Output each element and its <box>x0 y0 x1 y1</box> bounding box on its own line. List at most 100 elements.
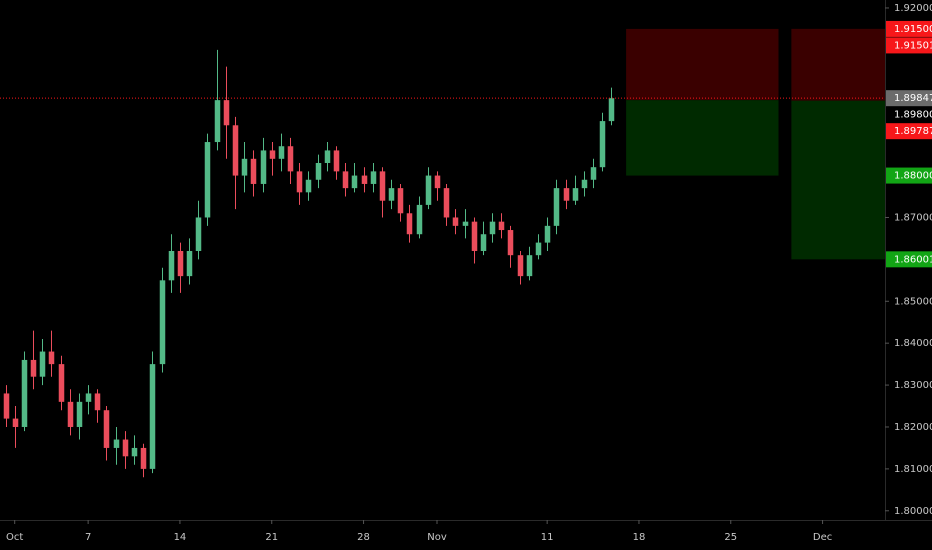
price-tag-label: 1.86001 <box>894 254 932 265</box>
candle-body <box>379 171 386 201</box>
candle-body <box>342 171 349 189</box>
y-tick-label: 1.83000 <box>894 380 932 391</box>
price-tag-label: 1.88000 <box>894 171 932 182</box>
candle-body <box>58 364 65 402</box>
candle-body <box>535 242 542 256</box>
candle-body <box>3 393 10 419</box>
candle-body <box>471 221 478 251</box>
x-tick-label: 11 <box>541 532 554 543</box>
candle-body <box>269 150 276 159</box>
candle-body <box>406 213 413 235</box>
x-tick-label: 21 <box>265 532 278 543</box>
candle-body <box>76 401 83 427</box>
candle-body <box>351 175 358 189</box>
y-tick-label: 1.84000 <box>894 338 932 349</box>
candle-body <box>507 230 514 256</box>
candle-body <box>361 175 368 184</box>
x-tick-label: Nov <box>427 532 447 543</box>
candle-body <box>250 158 257 184</box>
price-tag <box>886 20 932 37</box>
candle-body <box>498 221 505 231</box>
candle-body <box>452 217 459 226</box>
candle-body <box>241 158 248 176</box>
candle-body <box>526 255 533 277</box>
candle-body <box>563 188 570 201</box>
stop-zone <box>626 28 779 101</box>
candle-body <box>388 188 395 201</box>
candle-body <box>590 167 597 180</box>
candle-body <box>517 255 524 277</box>
candle-body <box>333 150 340 172</box>
candle-body <box>195 217 202 251</box>
candle-body <box>30 359 37 377</box>
x-tick-label: 14 <box>174 532 187 543</box>
candle-body <box>48 351 55 365</box>
candle-body <box>599 121 606 168</box>
candle-body <box>168 250 175 281</box>
candle-body <box>186 250 193 277</box>
candle-body <box>140 447 147 469</box>
x-tick-label: 7 <box>85 532 91 543</box>
target-zone <box>791 100 885 260</box>
candle-body <box>315 162 322 180</box>
candle-body <box>581 179 588 189</box>
candle-body <box>85 393 92 402</box>
candle-body <box>553 188 560 226</box>
candle-body <box>204 142 211 218</box>
candle-body <box>370 171 377 184</box>
candle-body <box>103 410 110 448</box>
x-tick-label: Dec <box>813 532 832 543</box>
candle-body <box>425 175 432 205</box>
y-tick-label: 1.82000 <box>894 422 932 433</box>
y-tick-label: 1.87000 <box>894 212 932 223</box>
price-tag <box>886 123 932 140</box>
candle-body <box>12 418 19 427</box>
candle-body <box>305 179 312 193</box>
y-tick-label: 1.85000 <box>894 296 932 307</box>
y-tick-label: 1.81000 <box>894 464 932 475</box>
x-tick-label: 18 <box>633 532 646 543</box>
candle-body <box>480 234 487 251</box>
price-tag <box>886 37 932 54</box>
candle-body <box>443 188 450 218</box>
candle-body <box>149 364 156 469</box>
candle-body <box>159 280 166 365</box>
candle-body <box>67 401 74 427</box>
x-tick-label: 28 <box>357 532 370 543</box>
candle-body <box>434 175 441 189</box>
candle-body <box>278 146 285 159</box>
price-tag-label: 1.89847 <box>894 93 932 104</box>
candle-body <box>260 150 267 184</box>
y-tick-label: 1.80000 <box>894 506 932 517</box>
price-tag-label: 1.89787 <box>894 126 932 137</box>
candle-body <box>287 146 294 172</box>
candle-body <box>397 188 404 214</box>
candle-body <box>21 359 28 427</box>
candle-body <box>544 225 551 243</box>
price-tag <box>886 90 932 107</box>
price-tag <box>886 167 932 184</box>
price-tag-label: 1.91501 <box>894 40 932 51</box>
candle-body <box>296 171 303 193</box>
candle-body <box>131 447 138 457</box>
candle-body <box>94 393 101 411</box>
candle-body <box>223 100 230 126</box>
candle-body <box>462 221 469 226</box>
price-tag <box>886 251 932 268</box>
candle-body <box>416 204 423 235</box>
y-tick-label: 1.92000 <box>894 3 932 14</box>
candle-body <box>39 351 46 377</box>
candle-body <box>214 100 221 143</box>
x-tick-label: Oct <box>6 532 23 543</box>
candle-body <box>177 250 184 277</box>
price-tag <box>886 106 932 123</box>
x-tick-label: 25 <box>724 532 737 543</box>
plot-area <box>3 28 885 478</box>
candle-body <box>608 98 615 122</box>
candle-body <box>122 439 129 457</box>
candle-body <box>324 150 331 163</box>
candle-body <box>489 221 496 235</box>
target-zone <box>626 100 779 176</box>
